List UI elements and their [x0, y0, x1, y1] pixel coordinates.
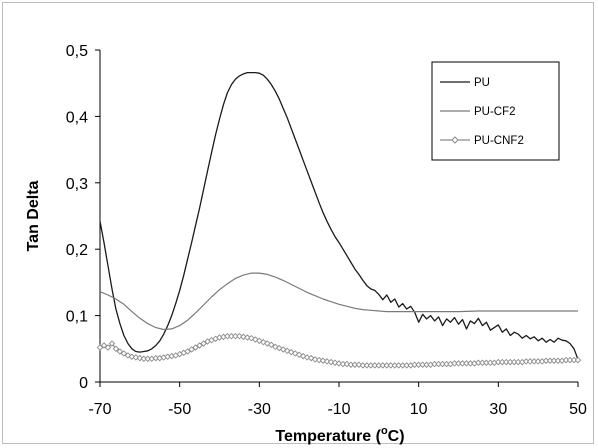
data-point-marker	[327, 358, 335, 366]
data-point-marker	[343, 360, 351, 368]
chart-frame	[2, 2, 594, 444]
data-point-marker	[355, 361, 363, 368]
legend-box	[431, 61, 560, 161]
data-point-marker	[240, 333, 247, 341]
data-point-marker	[192, 344, 199, 351]
data-point-marker	[188, 346, 195, 353]
legend-label: PU-CNF2	[474, 135, 524, 147]
data-point-marker	[244, 334, 251, 341]
x-tick-label: 10	[410, 401, 428, 418]
y-tick-label: 0,1	[66, 309, 88, 326]
y-tick-label: 0,2	[66, 242, 88, 259]
data-point-marker	[116, 348, 124, 355]
data-point-marker	[574, 356, 582, 364]
series-line-pu	[99, 71, 579, 360]
data-point-marker	[184, 348, 191, 355]
data-point-marker	[335, 360, 343, 367]
data-point-marker	[108, 340, 116, 347]
data-point-marker	[303, 354, 311, 361]
data-point-marker	[311, 356, 319, 363]
legend-marker	[451, 136, 459, 144]
y-tick-label: 0,5	[66, 43, 88, 60]
data-point-marker	[236, 332, 243, 340]
data-point-marker	[196, 342, 203, 349]
data-point-marker	[128, 353, 136, 361]
data-point-marker	[315, 356, 323, 364]
data-point-marker	[96, 344, 104, 351]
x-axis-label-text: Temperature	[275, 428, 371, 445]
legend-label: PU	[474, 77, 490, 89]
data-point-marker	[268, 341, 275, 349]
data-point-marker	[331, 359, 339, 366]
x-tick-label: -30	[248, 401, 271, 418]
legend-label: PU-CF2	[474, 106, 516, 118]
data-point-marker	[264, 340, 271, 347]
x-axis-label: Temperature (oC)	[275, 425, 404, 445]
data-point-marker	[104, 344, 112, 351]
x-tick-label: 50	[569, 401, 587, 418]
y-tick-label: 0,3	[66, 176, 88, 193]
data-point-marker	[100, 342, 108, 349]
x-axis-label-unit: C	[388, 428, 400, 445]
series-line-pu-cf2	[99, 272, 578, 331]
data-point-marker	[256, 337, 263, 345]
x-tick-label: 30	[489, 401, 507, 418]
data-point-marker	[200, 340, 207, 347]
data-point-marker	[132, 354, 140, 361]
x-tick-label: -50	[168, 401, 191, 418]
y-tick-label: 0,4	[66, 109, 88, 126]
data-point-marker	[323, 358, 331, 365]
data-point-marker	[112, 345, 120, 353]
data-point-marker	[260, 338, 267, 346]
x-tick-label: -10	[327, 401, 350, 418]
x-tick-label: -70	[88, 401, 111, 418]
y-tick-label: 0	[79, 375, 88, 392]
data-point-marker	[136, 354, 144, 362]
y-axis-label: Tan Delta	[25, 180, 42, 251]
data-point-marker	[248, 334, 255, 342]
data-point-marker	[319, 357, 327, 364]
data-point-marker	[120, 350, 128, 357]
x-axis-label-unit-sup: o	[381, 425, 388, 437]
data-point-marker	[252, 336, 259, 343]
